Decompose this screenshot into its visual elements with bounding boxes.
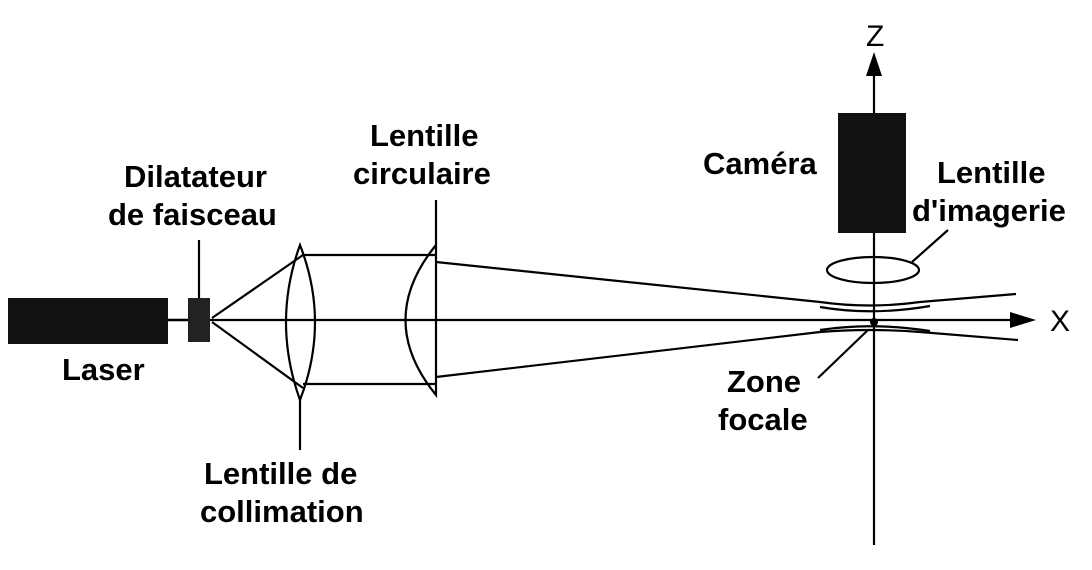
imaging-lens-label-line2: d'imagerie bbox=[912, 193, 1066, 228]
converging-ray-bottom bbox=[435, 328, 1019, 379]
diverging-ray-top bbox=[211, 254, 304, 319]
x-axis-label: X bbox=[1050, 305, 1070, 338]
collimation-lens-label-line1: Lentille de bbox=[204, 456, 357, 491]
camera-body bbox=[838, 113, 906, 233]
z-axis-arrowhead bbox=[866, 52, 882, 76]
imaging-lens-label-line1: Lentille bbox=[937, 155, 1046, 190]
focal-zone-label-line2: focale bbox=[718, 402, 808, 437]
collimation-lens-label-line2: collimation bbox=[200, 494, 364, 529]
imaging-lens-leader bbox=[911, 229, 949, 263]
imaging-lens bbox=[825, 255, 921, 285]
beam-expander-label-line1: Dilatateur bbox=[124, 159, 267, 194]
beam-expander-label-line2: de faisceau bbox=[108, 197, 277, 232]
focal-zone-label-line1: Zone bbox=[727, 364, 801, 399]
diverging-ray-bottom bbox=[211, 321, 304, 389]
circular-lens-label-line1: Lentille bbox=[370, 118, 479, 153]
circular-lens bbox=[404, 241, 438, 399]
laser-label: Laser bbox=[62, 352, 145, 387]
beam-expander-block bbox=[188, 298, 210, 342]
focal-zone-leader bbox=[817, 329, 869, 379]
collimation-lens bbox=[284, 241, 317, 404]
converging-ray-top bbox=[435, 260, 1017, 307]
camera-label: Caméra bbox=[703, 146, 817, 181]
x-axis-arrowhead bbox=[1010, 312, 1036, 328]
laser-body bbox=[8, 298, 168, 344]
z-axis-label: Z bbox=[866, 20, 884, 53]
circular-lens-label-line2: circulaire bbox=[353, 156, 491, 191]
